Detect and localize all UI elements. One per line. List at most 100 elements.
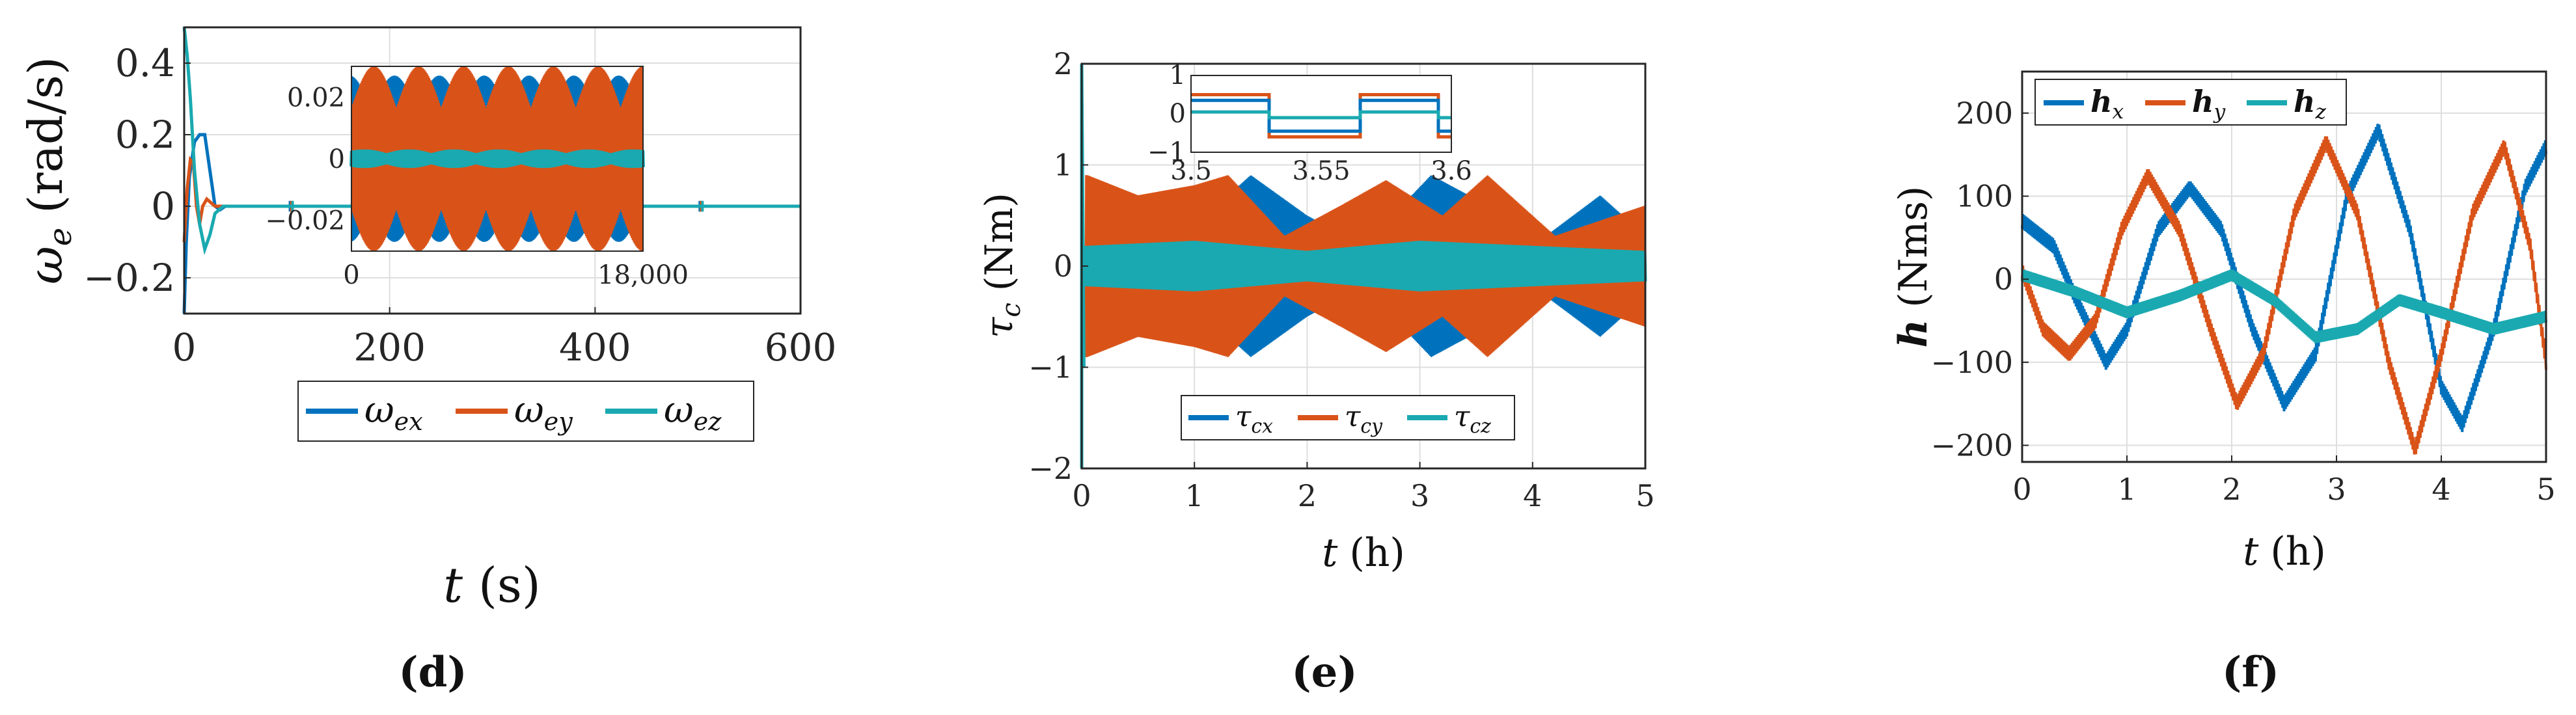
e-series-tau_cy [1084,175,1646,358]
ylabel-e-unit: (Nm) [977,193,1021,291]
d-inset-ytick-label: 0.02 [287,83,345,113]
f-series-h_y [2021,136,2547,455]
d-inset-orange [351,66,644,252]
f-xtick-label: 2 [2222,472,2241,507]
legend-label-orange: τcy [1345,400,1383,438]
f-xtick-label: 1 [2117,472,2136,507]
e-ytick-label: 2 [1054,46,1073,81]
d-xtick-label: 400 [559,325,631,370]
e-inset-xtick-label: 3.5 [1170,156,1212,186]
ylabel-d: ωe (rad/s) [18,57,79,284]
legend-label-blue: hx [2090,84,2124,124]
xlabel-e: t (h) [1322,530,1405,576]
ylabel-e-sym: τ [977,317,1021,338]
axes-frame-d [183,26,802,315]
e-inset-xtick-label: 3.55 [1292,156,1350,186]
e-xtick-label: 0 [1072,478,1091,513]
e-ytick-label: 1 [1054,148,1073,183]
d-inset-ytick-label: 0 [329,144,345,174]
f-ytick-label: 200 [1956,96,2013,131]
ylabel-d-unit: (rad/s) [18,57,73,213]
legend-label-teal: τcz [1454,400,1491,438]
e-inset-ytick-label: 1 [1170,61,1186,90]
plot-area-f [2021,124,2547,455]
d-inset-xtick-label: 18,000 [597,260,689,290]
d-inset-teal [349,149,645,169]
d-ytick-label: −0.2 [83,256,175,300]
axes-frame-f [2021,70,2547,463]
legend-e: τcx τcy τcz [1188,400,1491,438]
f-series-h_z [2021,269,2547,344]
xlabel-f: t (h) [2243,529,2326,574]
e-inset-ytick-label: 0 [1170,99,1186,129]
ylabel-f-sym: h [1891,319,1936,348]
xlabel-d: t (s) [443,558,540,614]
legend-e-box [1181,395,1515,440]
f-xtick-label: 4 [2432,472,2450,507]
d-xtick-label: 200 [353,325,426,370]
chart-panel-e: 0 1 2 3 4 5 −2 −1 0 1 2 −1 0 1 3.5 3.55 3.6 τc (Nm) t (h)… [977,46,1655,697]
e-ytick-label: −2 [1028,451,1073,486]
e-xtick-label: 2 [1298,478,1317,513]
e-inset-xtick-label: 3.6 [1431,156,1472,186]
d-inset-ytick-label: −0.02 [265,206,345,236]
inset-d: −0.02 0 0.02 0 18,000 [265,66,689,290]
ylabel-d-sub: e [42,228,79,246]
e-inset-bg [1191,75,1451,152]
legend-label-teal: hz [2294,84,2326,124]
ylabel-e: τc (Nm) [977,193,1026,338]
f-ytick-label: −100 [1931,345,2013,380]
d-inset-xtick-label: 0 [343,260,359,290]
caption-d: (d) [398,648,467,697]
legend-label-blue: ωex [364,389,423,436]
legend-label-blue: τcx [1235,400,1273,438]
legend-f-box [2035,79,2347,126]
caption-e: (e) [1291,648,1357,697]
e-inset-frame [1190,75,1452,153]
ylabel-d-sym: ω [18,246,73,284]
ylabel-f: h (Nms) [1891,186,1936,348]
ticks-d: 0 200 400 600 −0.2 0 0.2 0.4 [83,41,836,370]
e-series-tau_cz [1083,241,1647,291]
d-inset-frame [351,66,644,252]
e-xtick-label: 3 [1410,478,1429,513]
legend-label-teal: ωez [664,389,722,436]
d-ytick-label: 0.4 [115,41,175,85]
ylabel-e-sub: c [996,303,1026,317]
f-ytick-label: 100 [1956,178,2013,213]
f-ytick-label: −200 [1931,427,2013,463]
legend-f: hx hy hz [2044,84,2326,124]
ylabel-f-unit: (Nms) [1891,186,1936,308]
chart-panel-f: 0 1 2 3 4 5 −200 −100 0 100 200 h (Nms) t (h) hx hy hz… [1891,70,2556,697]
e-ytick-label: 0 [1054,249,1073,284]
legend-d: ωex ωey ωez [306,389,722,436]
legend-label-orange: hy [2192,84,2225,124]
ticks-f: 0 1 2 3 4 5 −200 −100 0 100 200 [1931,96,2556,507]
f-xtick-label: 5 [2536,472,2555,507]
d-xtick-label: 0 [172,325,197,370]
f-xtick-label: 3 [2327,472,2346,507]
e-inset-teal [1191,110,1451,120]
e-xtick-label: 5 [1636,478,1654,513]
f-xtick-label: 0 [2012,472,2031,507]
e-inset-ytick-label: −1 [1147,137,1186,167]
e-xtick-label: 1 [1185,478,1204,513]
f-series-h_x [2021,124,2547,433]
ticks-e: 0 1 2 3 4 5 −2 −1 0 1 2 [1028,46,1654,513]
d-ytick-label: 0 [151,184,175,228]
d-ytick-label: 0.2 [115,113,175,157]
inset-e: −1 0 1 3.5 3.55 3.6 [1147,61,1472,186]
svg-text:ωe(rad/s): ωe (rad/s) [18,57,79,284]
svg-text:h(Nms): h (Nms) [1891,186,1936,348]
d-series-ω_ez [182,27,801,256]
e-ytick-label: −1 [1028,350,1073,385]
d-xtick-label: 600 [765,325,837,370]
f-ytick-label: 0 [1994,262,2013,297]
caption-f: (f) [2222,648,2279,697]
legend-label-orange: ωey [514,389,573,436]
legend-d-box [297,381,754,442]
svg-text:τc(Nm): τc (Nm) [977,193,1026,338]
e-xtick-label: 4 [1523,478,1542,513]
